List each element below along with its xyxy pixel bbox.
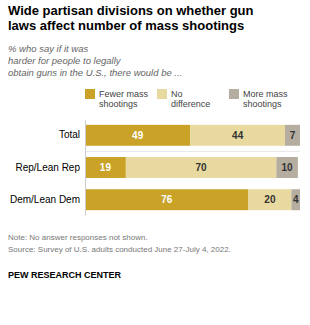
bar — [276, 157, 298, 178]
legend-label: Fewer massshootings — [99, 89, 149, 109]
bar — [126, 157, 277, 178]
category-label: Rep/Lean Rep — [16, 162, 81, 173]
category-axis: Total Rep/Lean Rep Dem/Lean Dem — [10, 121, 86, 216]
tick: Dem/Lean Dem — [10, 194, 85, 205]
data-label: 7 — [290, 130, 296, 141]
bar — [248, 189, 291, 210]
legend-item: More massshootings — [229, 89, 288, 109]
legend-swatch — [229, 89, 239, 99]
bar — [190, 125, 285, 146]
note: Source: Survey of U.S. adults conducted … — [8, 245, 231, 254]
separator — [85, 151, 300, 152]
bar — [291, 189, 300, 210]
bar — [85, 189, 248, 210]
tick: Total — [59, 129, 85, 140]
legend-label: Nodifference — [171, 89, 210, 109]
tick: Rep/Lean Rep — [16, 162, 86, 173]
legend: Fewer massshootings Nodifference More mass… — [85, 89, 288, 109]
bars — [85, 125, 300, 210]
bar — [85, 157, 126, 178]
data-labels: 49 19 76 44 70 20 7 10 4 — [100, 130, 299, 205]
subtitle: % who say if it washarder for people to … — [8, 43, 182, 78]
data-label: 44 — [232, 130, 244, 141]
data-label: 19 — [100, 162, 112, 173]
legend-item: Nodifference — [157, 89, 210, 109]
category-label: Dem/Lean Dem — [10, 194, 80, 205]
title: Wide partisan divisions on whether gunla… — [8, 3, 254, 33]
data-label: 70 — [196, 162, 208, 173]
axis-line — [85, 121, 86, 216]
legend-swatch — [85, 89, 95, 99]
note: Note: No answer responses not shown. — [8, 233, 148, 242]
data-label: 4 — [293, 194, 299, 205]
legend-label: More massshootings — [243, 89, 288, 109]
legend-swatch — [157, 89, 167, 99]
legend-item: Fewer massshootings — [85, 89, 149, 109]
chart: Wide partisan divisions on whether gunla… — [0, 0, 310, 325]
category-label: Total — [59, 129, 80, 140]
data-label: 49 — [132, 130, 144, 141]
data-label: 20 — [264, 194, 276, 205]
data-label: 76 — [161, 194, 173, 205]
bar — [85, 125, 190, 146]
footer: PEW RESEARCH CENTER — [8, 270, 122, 280]
bar — [285, 125, 300, 146]
data-label: 10 — [282, 162, 294, 173]
